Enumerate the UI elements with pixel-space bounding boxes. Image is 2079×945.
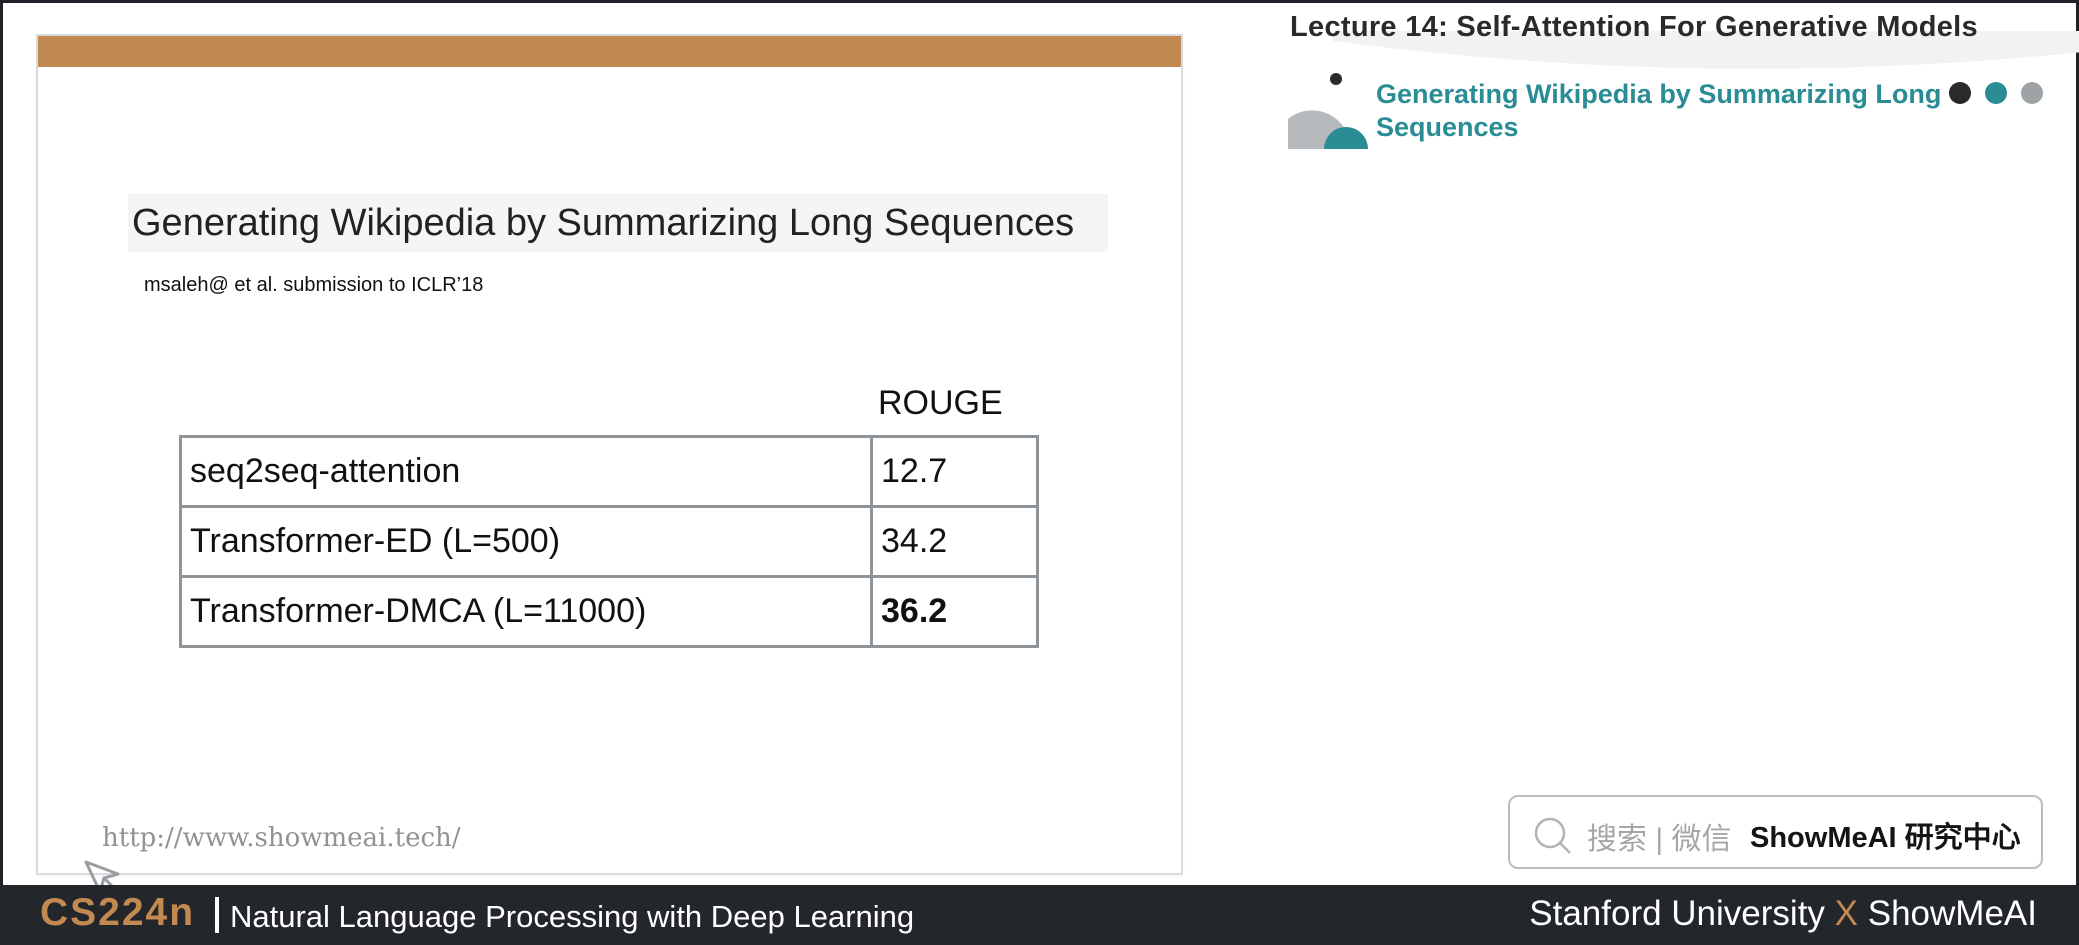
score-cell: 12.7	[870, 435, 1039, 508]
footer-separator	[215, 897, 219, 933]
nav-dot-icon	[1985, 82, 2007, 104]
slide-image: Generating Wikipedia by Summarizing Long…	[38, 36, 1181, 894]
footer-bar: CS224n Natural Language Processing with …	[0, 885, 2079, 945]
footer-university: Stanford University	[1529, 894, 1825, 933]
table-row: Transformer-ED (L=500) 34.2	[179, 505, 1039, 578]
search-hint: 搜索 | 微信	[1587, 823, 1732, 856]
showmeai-url-link[interactable]: http://www.showmeai.tech/	[102, 823, 461, 853]
screen-frame: Generating Wikipedia by Summarizing Long…	[0, 0, 2079, 894]
header-swoosh-decoration	[1333, 31, 2079, 69]
model-cell: seq2seq-attention	[179, 435, 873, 508]
score-cell-best: 36.2	[870, 575, 1039, 648]
search-box[interactable]: 搜索 | 微信 ShowMeAI 研究中心	[1508, 795, 2043, 869]
course-name: Natural Language Processing with Deep Le…	[230, 899, 915, 934]
score-cell: 34.2	[870, 505, 1039, 578]
slide-top-band	[38, 36, 1181, 67]
slide-title: Generating Wikipedia by Summarizing Long…	[128, 194, 1108, 252]
section-title: Generating Wikipedia by Summarizing Long…	[1376, 79, 1942, 142]
table-row: seq2seq-attention 12.7	[179, 435, 1039, 508]
model-cell: Transformer-ED (L=500)	[179, 505, 873, 578]
slide-subtitle: msaleh@ et al. submission to ICLR’18	[144, 274, 484, 296]
search-brand: ShowMeAI 研究中心	[1750, 822, 2021, 854]
rouge-column-header: ROUGE	[878, 384, 1003, 422]
lecture-title: Lecture 14: Self-Attention For Generativ…	[1290, 11, 1978, 43]
footer-credits: Stanford University X ShowMeAI	[1529, 894, 2037, 934]
search-icon	[1534, 817, 1571, 854]
table-row: Transformer-DMCA (L=11000) 36.2	[179, 575, 1039, 648]
model-cell: Transformer-DMCA (L=11000)	[179, 575, 873, 648]
footer-x: X	[1834, 894, 1859, 933]
nav-dot-icon	[1949, 82, 1971, 104]
results-table: seq2seq-attention 12.7 Transformer-ED (L…	[179, 435, 1039, 648]
course-code: CS224n	[40, 891, 196, 934]
nav-dot-icon	[2021, 82, 2043, 104]
section-decoration-icon	[1288, 73, 1368, 149]
footer-brand: ShowMeAI	[1867, 894, 2037, 933]
